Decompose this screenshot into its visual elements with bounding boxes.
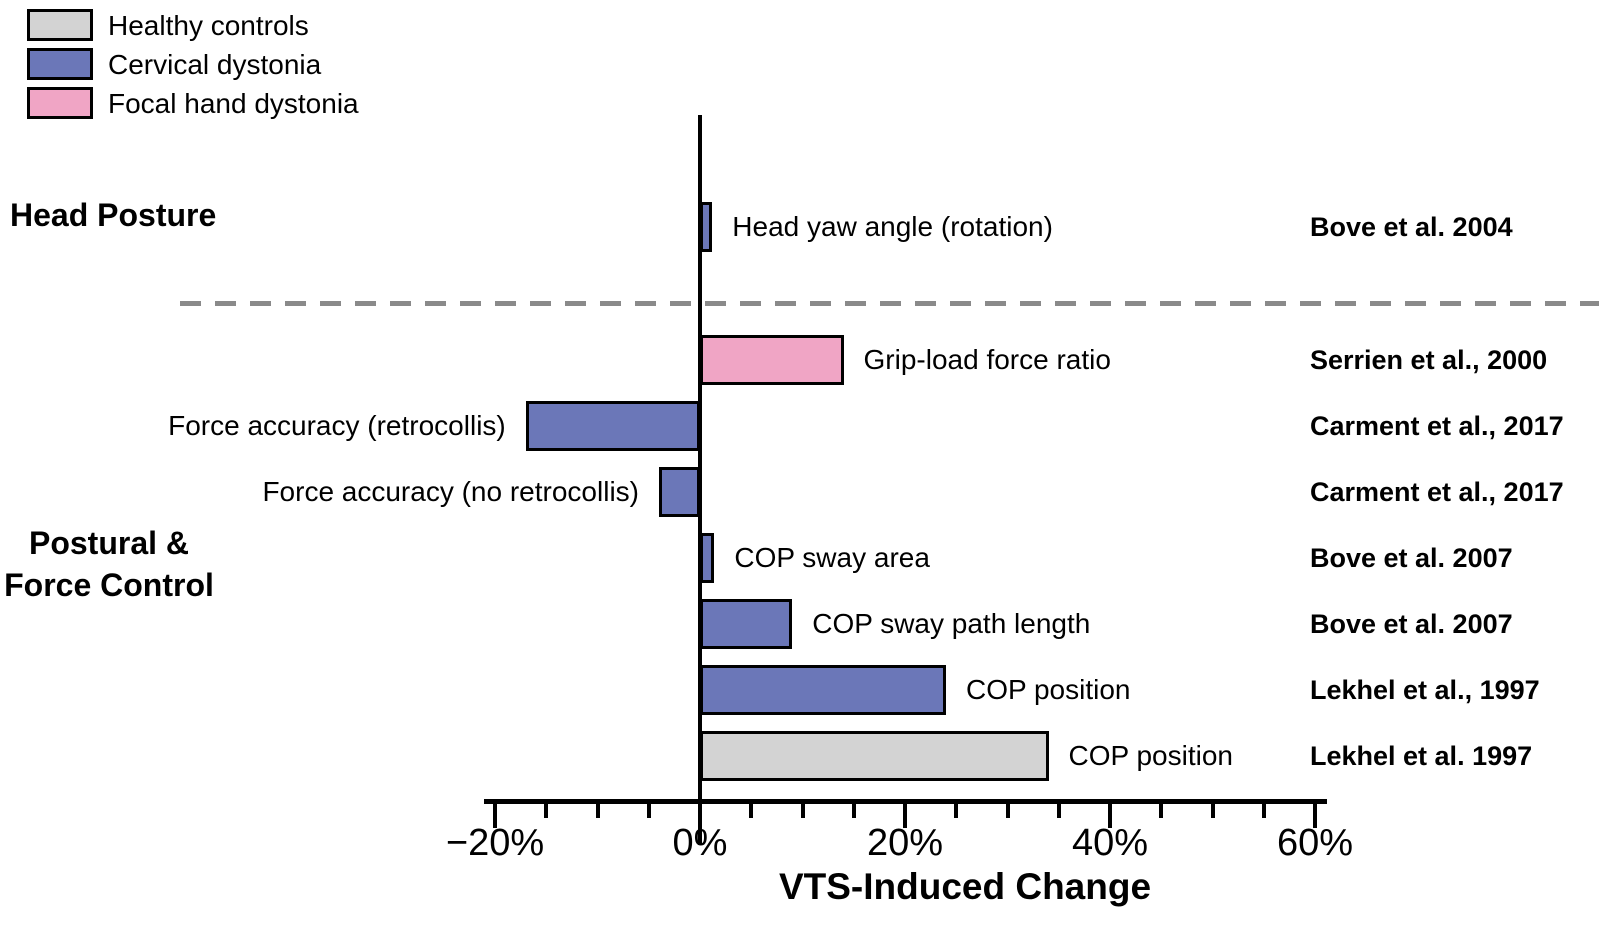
x-axis-major-tick: [1108, 803, 1112, 828]
x-axis-major-tick: [493, 803, 497, 828]
x-tick-label: 60%: [1276, 822, 1354, 864]
bar-label: COP sway path length: [812, 608, 1091, 639]
bar-positive: [700, 533, 715, 583]
x-axis-major-tick: [1313, 803, 1317, 828]
x-axis-minor-tick: [1005, 803, 1010, 818]
x-axis-minor-tick: [595, 803, 600, 818]
bar-positive: [700, 731, 1049, 781]
citation: Lekhel et al. 1997: [1310, 741, 1533, 771]
legend-label: Focal hand dystonia: [108, 88, 359, 119]
section-label-line1: Postural &: [28, 525, 190, 561]
bar-label: COP position: [966, 674, 1131, 705]
x-tick-label: 20%: [866, 822, 944, 864]
x-tick-label: −20%: [445, 822, 545, 864]
x-axis-minor-tick: [851, 803, 856, 818]
bar-positive: [700, 665, 946, 715]
section-label-line2: Force Control: [4, 567, 214, 603]
legend-label: Healthy controls: [108, 10, 309, 41]
x-axis-minor-tick: [544, 803, 549, 818]
section-label-head-posture: Head Posture: [10, 197, 217, 233]
x-axis-minor-tick: [1159, 803, 1164, 818]
section-divider-dashed-line: [180, 301, 1599, 306]
x-tick-label: 40%: [1071, 822, 1149, 864]
citation: Carment et al., 2017: [1310, 477, 1564, 507]
bar-label: Head yaw angle (rotation): [732, 211, 1053, 242]
x-axis-minor-tick: [646, 803, 651, 818]
x-axis-minor-tick: [954, 803, 959, 818]
citation: Bove et al. 2004: [1310, 212, 1513, 242]
focal-hand-dystonia-swatch: [27, 87, 93, 119]
healthy-controls-swatch: [27, 9, 93, 41]
x-axis-title: VTS-Induced Change: [778, 866, 1152, 907]
bar-positive: [700, 202, 713, 252]
x-axis-line: [484, 799, 1327, 804]
bar-label: COP sway area: [734, 542, 930, 573]
x-tick-label: 0%: [672, 822, 728, 864]
x-axis-minor-tick: [749, 803, 754, 818]
cervical-dystonia-swatch: [27, 48, 93, 80]
citation: Bove et al. 2007: [1310, 609, 1513, 639]
x-axis-minor-tick: [1261, 803, 1266, 818]
bar-label: COP position: [1068, 740, 1233, 771]
citation: Lekhel et al., 1997: [1310, 675, 1540, 705]
x-axis-minor-tick: [1210, 803, 1215, 818]
x-axis-minor-tick: [1056, 803, 1061, 818]
section-label-postural-force-control: Postural & Force Control: [0, 522, 218, 606]
bar-negative: [525, 401, 700, 451]
bar-positive: [700, 599, 793, 649]
x-axis-major-tick: [698, 803, 702, 828]
bar-label: Grip-load force ratio: [863, 344, 1111, 375]
bar-label: Force accuracy (no retrocollis): [262, 476, 639, 507]
bar-label: Force accuracy (retrocollis): [168, 410, 506, 441]
bar-negative: [659, 467, 700, 517]
zero-baseline: [698, 115, 702, 845]
citation: Bove et al. 2007: [1310, 543, 1513, 573]
x-axis-major-tick: [903, 803, 907, 828]
citation: Carment et al., 2017: [1310, 411, 1564, 441]
legend-label: Cervical dystonia: [108, 49, 322, 80]
citation: Serrien et al., 2000: [1310, 345, 1548, 375]
bar-positive: [700, 335, 844, 385]
x-axis-minor-tick: [800, 803, 805, 818]
